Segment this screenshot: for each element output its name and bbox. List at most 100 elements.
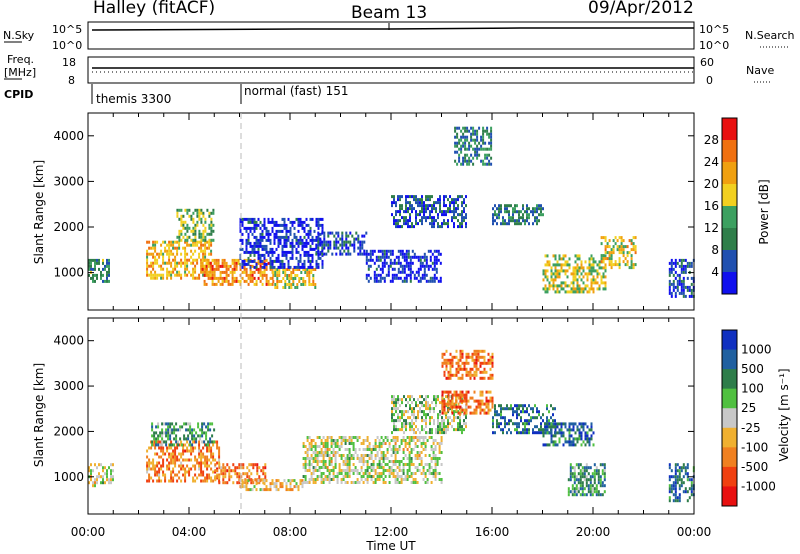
power-cell xyxy=(265,232,268,236)
power-cell xyxy=(435,255,438,259)
power-cell xyxy=(524,219,526,223)
power-cell xyxy=(460,162,463,166)
velocity-cell xyxy=(424,454,427,457)
velocity-cell xyxy=(469,396,472,400)
velocity-cell xyxy=(404,454,407,457)
power-cell xyxy=(168,249,171,253)
power-cell xyxy=(182,261,185,265)
velocity-cell xyxy=(216,443,219,447)
velocity-cell xyxy=(491,399,494,403)
velocity-cell xyxy=(346,466,349,469)
power-cell xyxy=(465,216,467,220)
velocity-cell xyxy=(368,445,371,448)
velocity-cell xyxy=(410,460,413,463)
velocity-cell xyxy=(336,475,339,478)
velocity-cell xyxy=(457,393,460,397)
velocity-cell xyxy=(158,479,161,483)
power-cell xyxy=(383,258,386,262)
velocity-cell xyxy=(222,478,225,482)
power-cell xyxy=(411,222,413,226)
velocity-cell xyxy=(382,457,385,460)
power-cell xyxy=(259,259,262,263)
velocity-cell xyxy=(471,411,474,415)
velocity-cell xyxy=(571,475,574,479)
power-cell xyxy=(108,261,110,265)
velocity-cell xyxy=(528,419,530,423)
velocity-cell xyxy=(218,481,221,485)
velocity-cell xyxy=(405,422,407,426)
velocity-cell xyxy=(443,428,445,432)
velocity-cell xyxy=(491,364,494,368)
power-ytick-label: 4000 xyxy=(53,129,84,143)
power-cell xyxy=(170,273,173,277)
power-cell xyxy=(273,235,276,239)
power-cell xyxy=(672,261,675,265)
power-cell xyxy=(92,276,94,280)
power-cell xyxy=(578,257,581,261)
velocity-cell xyxy=(449,402,452,406)
velocity-cell xyxy=(210,479,213,483)
velocity-cell xyxy=(465,373,468,377)
power-cell xyxy=(308,274,311,277)
power-cell xyxy=(337,234,340,238)
power-cell xyxy=(293,232,296,236)
power-cell xyxy=(158,255,161,259)
power-cell xyxy=(620,248,623,252)
power-cell xyxy=(405,216,407,220)
velocity-cell xyxy=(243,485,246,489)
power-cell xyxy=(245,238,248,242)
velocity-cell xyxy=(465,396,468,400)
power-cell xyxy=(333,234,336,238)
power-cell xyxy=(302,280,305,283)
velocity-cell xyxy=(424,481,427,484)
velocity-cell xyxy=(678,475,681,479)
velocity-cell xyxy=(419,395,421,399)
power-cell xyxy=(281,223,284,227)
power-cell xyxy=(413,252,416,256)
velocity-cell xyxy=(209,440,212,444)
velocity-cell xyxy=(536,410,538,414)
power-cell xyxy=(576,269,579,273)
power-cell xyxy=(285,229,288,233)
velocity-cell xyxy=(289,479,292,483)
velocity-cell xyxy=(160,449,163,453)
velocity-cell xyxy=(434,475,437,478)
velocity-cell xyxy=(494,410,496,414)
power-cell xyxy=(492,207,494,211)
velocity-cell xyxy=(326,475,329,478)
velocity-cell xyxy=(277,488,280,492)
power-cell xyxy=(592,281,595,285)
velocity-cell xyxy=(520,416,522,420)
velocity-cell xyxy=(170,476,173,480)
velocity-cell xyxy=(427,401,429,405)
power-cell xyxy=(618,266,621,270)
velocity-cell xyxy=(230,469,233,473)
velocity-cell xyxy=(104,466,106,470)
power-cell xyxy=(451,216,453,220)
velocity-cell xyxy=(200,452,203,456)
power-cell xyxy=(259,264,262,268)
velocity-cell xyxy=(434,478,437,481)
velocity-cell xyxy=(205,443,208,447)
velocity-cell xyxy=(330,457,333,460)
power-cell xyxy=(490,162,493,166)
velocity-cell xyxy=(304,457,307,460)
velocity-cell xyxy=(566,440,569,444)
velocity-cell xyxy=(396,448,399,451)
velocity-cell xyxy=(180,479,183,483)
power-cell xyxy=(277,265,280,269)
power-cell xyxy=(162,240,165,244)
velocity-cell xyxy=(500,404,502,408)
power-cell xyxy=(247,232,250,236)
power-cell xyxy=(385,255,388,259)
velocity-cell xyxy=(411,422,413,426)
power-cell xyxy=(419,210,421,214)
velocity-cell xyxy=(386,439,389,442)
velocity-cell xyxy=(172,455,175,459)
velocity-cell xyxy=(396,460,399,463)
velocity-cell xyxy=(451,355,454,359)
power-cell xyxy=(178,235,181,239)
power-cell xyxy=(190,243,193,247)
velocity-cell xyxy=(348,448,351,451)
velocity-cell xyxy=(168,461,171,465)
